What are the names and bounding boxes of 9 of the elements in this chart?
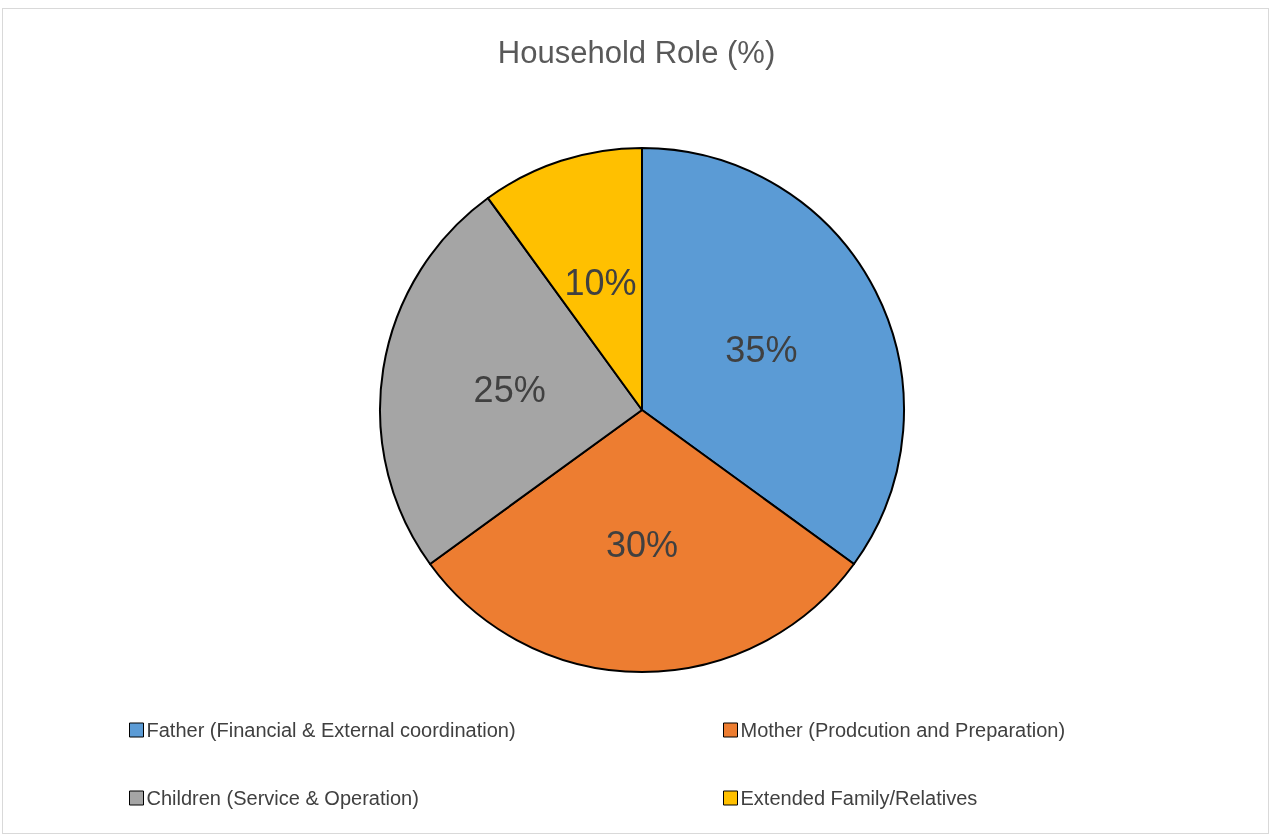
legend-label: Father (Financial & External coordination) bbox=[146, 719, 516, 741]
legend-label: Mother (Prodcution and Preparation) bbox=[740, 719, 1066, 741]
chart-title: Household Role (%) bbox=[497, 35, 776, 70]
legend-label: Extended Family/Relatives bbox=[740, 787, 978, 809]
data-label: 35% bbox=[725, 328, 798, 370]
data-label: 30% bbox=[605, 523, 679, 565]
data-label: 10% bbox=[564, 262, 637, 304]
legend-label: Children (Service & Operation) bbox=[146, 787, 419, 809]
data-label: 25% bbox=[473, 368, 546, 410]
